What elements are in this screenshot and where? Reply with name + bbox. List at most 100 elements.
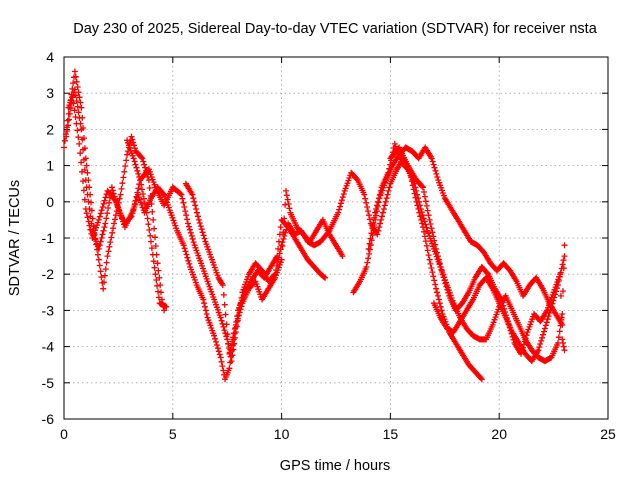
data-point	[478, 376, 485, 383]
data-point	[386, 184, 393, 191]
data-point	[340, 191, 347, 197]
data-point	[213, 342, 220, 348]
data-point	[519, 344, 526, 351]
data-point	[276, 250, 283, 257]
data-point	[219, 282, 226, 289]
data-point	[220, 323, 227, 330]
data-point	[556, 328, 563, 335]
data-point	[71, 107, 78, 114]
data-point	[558, 314, 565, 321]
data-point	[384, 191, 391, 198]
data-point	[224, 336, 231, 343]
data-point	[367, 235, 374, 242]
series-track-d	[124, 137, 170, 310]
data-point	[195, 213, 201, 220]
data-point	[366, 212, 372, 219]
data-point	[97, 268, 104, 275]
data-point	[281, 232, 288, 239]
data-point	[542, 322, 549, 329]
data-point	[112, 197, 119, 204]
data-point	[77, 99, 84, 106]
data-point	[379, 213, 385, 220]
data-point	[139, 155, 146, 162]
data-point	[441, 277, 448, 284]
data-point	[131, 201, 138, 208]
series-track-b	[65, 86, 329, 383]
data-point	[120, 174, 127, 181]
data-point	[73, 78, 80, 85]
data-point	[186, 223, 192, 230]
data-point	[76, 94, 83, 101]
data-point	[430, 233, 437, 240]
data-point	[509, 333, 516, 340]
data-point	[484, 270, 491, 277]
data-point	[179, 195, 186, 202]
data-point	[507, 327, 514, 334]
x-tick-label: 25	[600, 426, 616, 442]
data-point	[422, 198, 429, 205]
data-point	[96, 213, 103, 220]
data-point	[146, 227, 153, 233]
data-point	[141, 161, 148, 168]
data-point	[423, 242, 430, 249]
data-point	[421, 193, 428, 200]
data-point	[78, 104, 85, 111]
data-point	[560, 343, 567, 350]
data-point	[214, 345, 221, 352]
data-point	[107, 239, 114, 246]
data-point	[118, 185, 125, 192]
axis-ticks	[63, 56, 609, 420]
data-point	[418, 209, 425, 216]
data-point	[95, 216, 102, 223]
data-point	[383, 195, 390, 202]
data-point	[424, 247, 431, 254]
data-point	[119, 215, 125, 222]
data-point	[76, 140, 83, 147]
data-point	[545, 313, 552, 320]
data-point	[285, 201, 292, 207]
data-point	[163, 303, 170, 310]
data-point	[102, 266, 109, 273]
data-point	[104, 210, 111, 217]
data-point	[238, 295, 245, 301]
data-point	[153, 277, 160, 283]
data-point	[280, 236, 287, 242]
data-point	[322, 274, 329, 281]
data-point	[286, 205, 293, 212]
data-point	[84, 214, 91, 221]
data-point	[96, 242, 103, 249]
data-point	[281, 215, 288, 222]
data-point	[183, 251, 190, 258]
data-point	[198, 226, 205, 233]
data-point	[218, 317, 225, 324]
data-point	[438, 267, 445, 274]
data-point	[131, 142, 138, 149]
data-point	[158, 289, 164, 296]
data-point	[136, 174, 143, 180]
data-point	[425, 212, 432, 219]
data-point	[385, 169, 392, 176]
data-point	[182, 208, 189, 215]
data-point	[375, 195, 382, 202]
data-point	[178, 191, 185, 198]
series-track-g	[365, 140, 568, 365]
data-point	[559, 311, 566, 317]
data-point	[436, 300, 443, 307]
data-point	[80, 178, 86, 185]
data-point	[543, 319, 550, 326]
data-point	[154, 282, 161, 289]
data-point	[215, 348, 222, 355]
data-point	[380, 206, 387, 212]
data-point	[233, 318, 240, 325]
x-axis-label: GPS time / hours	[280, 458, 390, 474]
data-point	[122, 163, 129, 170]
data-point	[276, 231, 283, 238]
data-point	[188, 232, 195, 239]
data-point	[375, 198, 381, 205]
data-point	[386, 165, 393, 172]
data-point	[504, 318, 511, 325]
data-point	[146, 185, 153, 191]
data-point	[155, 294, 162, 301]
data-point	[118, 212, 125, 219]
data-point	[227, 359, 234, 366]
